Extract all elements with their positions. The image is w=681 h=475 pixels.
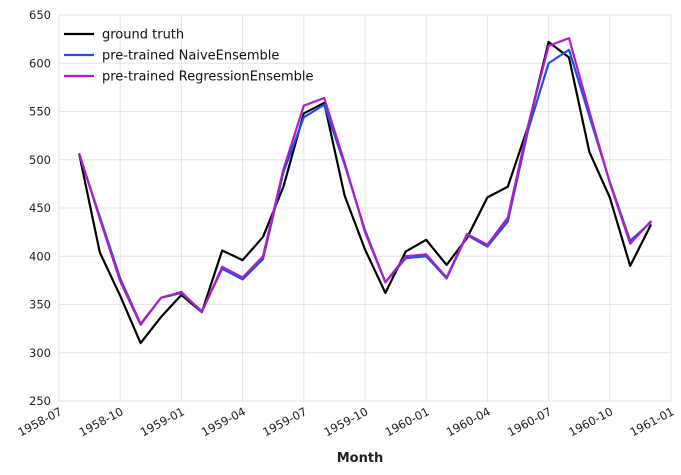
- x-tick-label: 1959-04: [199, 404, 248, 439]
- grid: [58, 14, 672, 402]
- x-tick-label: 1959-07: [260, 404, 309, 439]
- x-tick-label: 1960-07: [505, 404, 554, 439]
- legend-label: pre-trained NaiveEnsemble: [102, 49, 279, 64]
- x-tick-labels: 1958-07 1958-10 1959-01 1959-04 1959-07 1959-…: [15, 404, 676, 439]
- y-tick-label: 300: [29, 346, 51, 360]
- y-tick-label: 550: [29, 105, 51, 119]
- y-tick-label: 250: [29, 394, 51, 408]
- y-tick-labels: 250 300 350 400 450 500 550 600 650: [29, 8, 51, 408]
- x-tick-label: 1958-07: [15, 404, 64, 439]
- x-tick-label: 1959-01: [138, 404, 187, 439]
- legend-label: pre-trained RegressionEnsemble: [102, 70, 314, 85]
- y-tick-label: 650: [29, 8, 51, 22]
- legend-label: ground truth: [102, 28, 184, 43]
- x-tick-label: 1960-10: [566, 404, 615, 439]
- x-tick-label: 1961-01: [627, 404, 676, 439]
- x-tick-label: 1958-10: [77, 404, 126, 439]
- x-tick-label: 1960-04: [444, 404, 493, 439]
- x-axis-title: Month: [337, 451, 384, 466]
- y-tick-label: 400: [29, 249, 51, 263]
- y-tick-label: 450: [29, 201, 51, 215]
- series-lines: [78, 37, 652, 345]
- y-tick-label: 350: [29, 298, 51, 312]
- y-tick-label: 600: [29, 56, 51, 70]
- x-tick-label: 1960-01: [383, 404, 432, 439]
- y-tick-label: 500: [29, 153, 51, 167]
- legend: ground truth pre-trained NaiveEnsemble pre…: [64, 28, 314, 85]
- series-line: [78, 37, 652, 326]
- x-tick-label: 1959-10: [321, 404, 370, 439]
- series-line: [78, 40, 652, 345]
